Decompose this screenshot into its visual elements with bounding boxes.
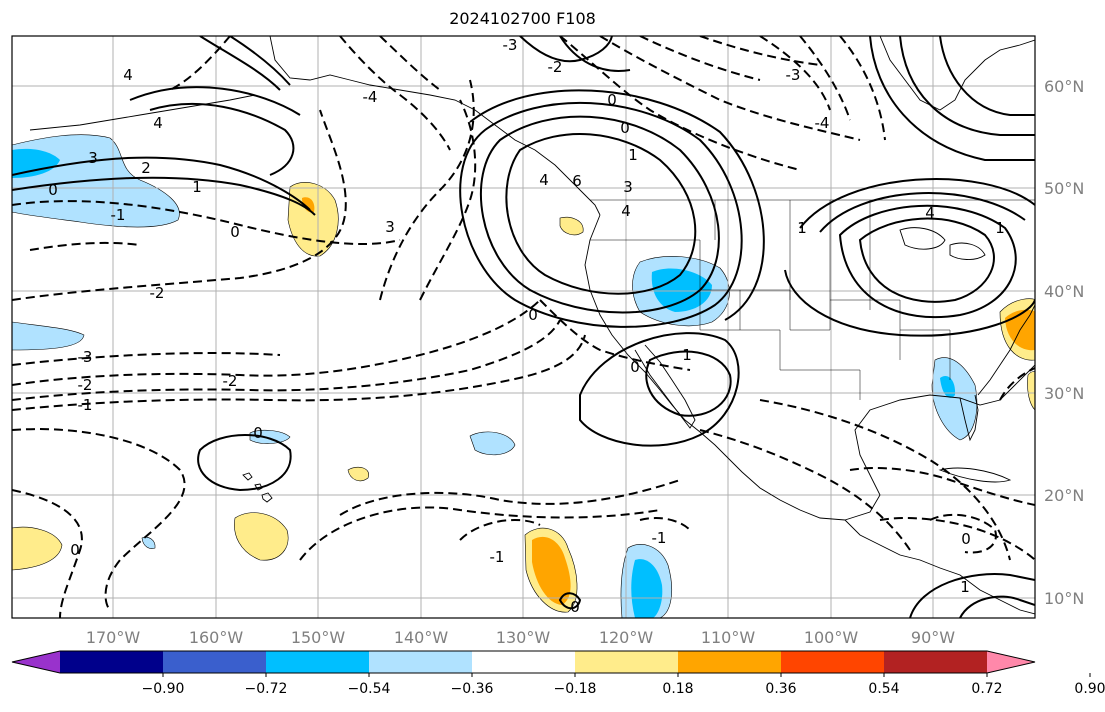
contour-label: -4 — [363, 88, 378, 106]
contour-label: -1 — [490, 548, 505, 566]
contour-label: 1 — [628, 146, 638, 164]
contour-label: 1 — [682, 346, 692, 364]
lon-label: 120°W — [599, 628, 654, 647]
lon-label: 150°W — [291, 628, 346, 647]
colorbar-extend-high — [987, 651, 1035, 673]
contour-label: 0 — [570, 598, 580, 616]
colorbar: −0.90 −0.72 −0.54 −0.36 −0.18 0.18 0.36 0.54 0.7… — [11, 650, 1105, 697]
state-borders — [590, 199, 1035, 400]
lat-label: 10°N — [1044, 589, 1084, 608]
contour-label: 4 — [153, 114, 163, 132]
colorbar-segment — [781, 651, 885, 673]
lon-label: 90°W — [911, 628, 955, 647]
lon-label: 170°W — [86, 628, 141, 647]
latitude-labels: 60°N 50°N 40°N 30°N 20°N 10°N — [1044, 77, 1084, 608]
contour-label: 0 — [48, 181, 58, 199]
colorbar-segment — [163, 651, 267, 673]
contour-label: 0 — [620, 119, 630, 137]
lat-label: 50°N — [1044, 179, 1084, 198]
colorbar-tick-label: 0.90 — [1074, 681, 1105, 697]
colorbar-tick-label: −0.18 — [554, 681, 597, 697]
contour-labels: 3 2 0 -1 1 0 -2 -3 -2 -2 -1 0 0 3 4 4 -4… — [48, 36, 1005, 616]
colorbar-segment — [472, 651, 576, 673]
colorbar-tick-label: −0.72 — [245, 681, 288, 697]
contour-label: 3 — [385, 218, 395, 236]
colorbar-tick-label: −0.36 — [451, 681, 494, 697]
contour-label: 1 — [960, 578, 970, 596]
lat-label: 60°N — [1044, 77, 1084, 96]
colorbar-segment — [678, 651, 782, 673]
contour-label: 6 — [572, 172, 582, 190]
contour-label: -3 — [78, 348, 93, 366]
contour-label: -4 — [815, 114, 830, 132]
contour-label: 4 — [621, 202, 631, 220]
lat-label: 20°N — [1044, 486, 1084, 505]
contour-label: 0 — [528, 306, 538, 324]
contour-label: 2 — [141, 159, 151, 177]
lon-label: 130°W — [496, 628, 551, 647]
contour-label: 0 — [630, 358, 640, 376]
contour-label: 0 — [253, 424, 263, 442]
colorbar-segment — [266, 651, 370, 673]
contour-label: -2 — [223, 372, 238, 390]
gridlines — [12, 36, 1035, 618]
contour-lines — [12, 36, 1035, 618]
colorbar-extend-low — [12, 651, 60, 673]
map-frame — [11, 35, 1036, 619]
contour-label: 1 — [995, 219, 1005, 237]
colorbar-tick-label: −0.90 — [142, 681, 185, 697]
contour-label: 0 — [961, 530, 971, 548]
contour-label: -1 — [652, 529, 667, 547]
contour-label: 4 — [123, 66, 133, 84]
contour-label: 0 — [70, 541, 80, 559]
lon-label: 140°W — [394, 628, 449, 647]
colorbar-tick-label: 0.54 — [868, 681, 899, 697]
colorbar-segment — [369, 651, 473, 673]
contour-label: -3 — [786, 66, 801, 84]
contour-lines-dashed — [12, 36, 1035, 618]
colorbar-tick-label: 0.72 — [971, 681, 1002, 697]
colorbar-segment — [60, 651, 164, 673]
lon-label: 160°W — [189, 628, 244, 647]
colorbar-tick-label: −0.54 — [348, 681, 391, 697]
contour-label: 4 — [925, 204, 935, 222]
lon-label: 110°W — [701, 628, 756, 647]
contour-label: 3 — [88, 149, 98, 167]
contour-label: -2 — [78, 376, 93, 394]
colorbar-tick-label: 0.18 — [662, 681, 693, 697]
colorbar-tick-label: 0.36 — [765, 681, 796, 697]
lat-label: 30°N — [1044, 384, 1084, 403]
contour-label: -2 — [548, 58, 563, 76]
colorbar-outline — [11, 650, 1036, 674]
colorbar-segment — [884, 651, 988, 673]
contour-label: 1 — [797, 219, 807, 237]
contour-label: 0 — [230, 223, 240, 241]
contour-label: -1 — [78, 396, 93, 414]
contour-label: 3 — [623, 178, 633, 196]
lon-label: 100°W — [804, 628, 859, 647]
colorbar-segment — [575, 651, 679, 673]
contour-label: -1 — [111, 206, 126, 224]
contour-label: 4 — [539, 171, 549, 189]
contour-label: -2 — [150, 284, 165, 302]
lat-label: 40°N — [1044, 282, 1084, 301]
longitude-labels: 170°W 160°W 150°W 140°W 130°W 120°W 110°… — [86, 628, 955, 647]
contour-label: 1 — [192, 178, 202, 196]
map-title: 2024102700 F108 — [449, 9, 596, 28]
contour-label: 0 — [607, 91, 617, 109]
contour-label: -3 — [503, 36, 518, 54]
